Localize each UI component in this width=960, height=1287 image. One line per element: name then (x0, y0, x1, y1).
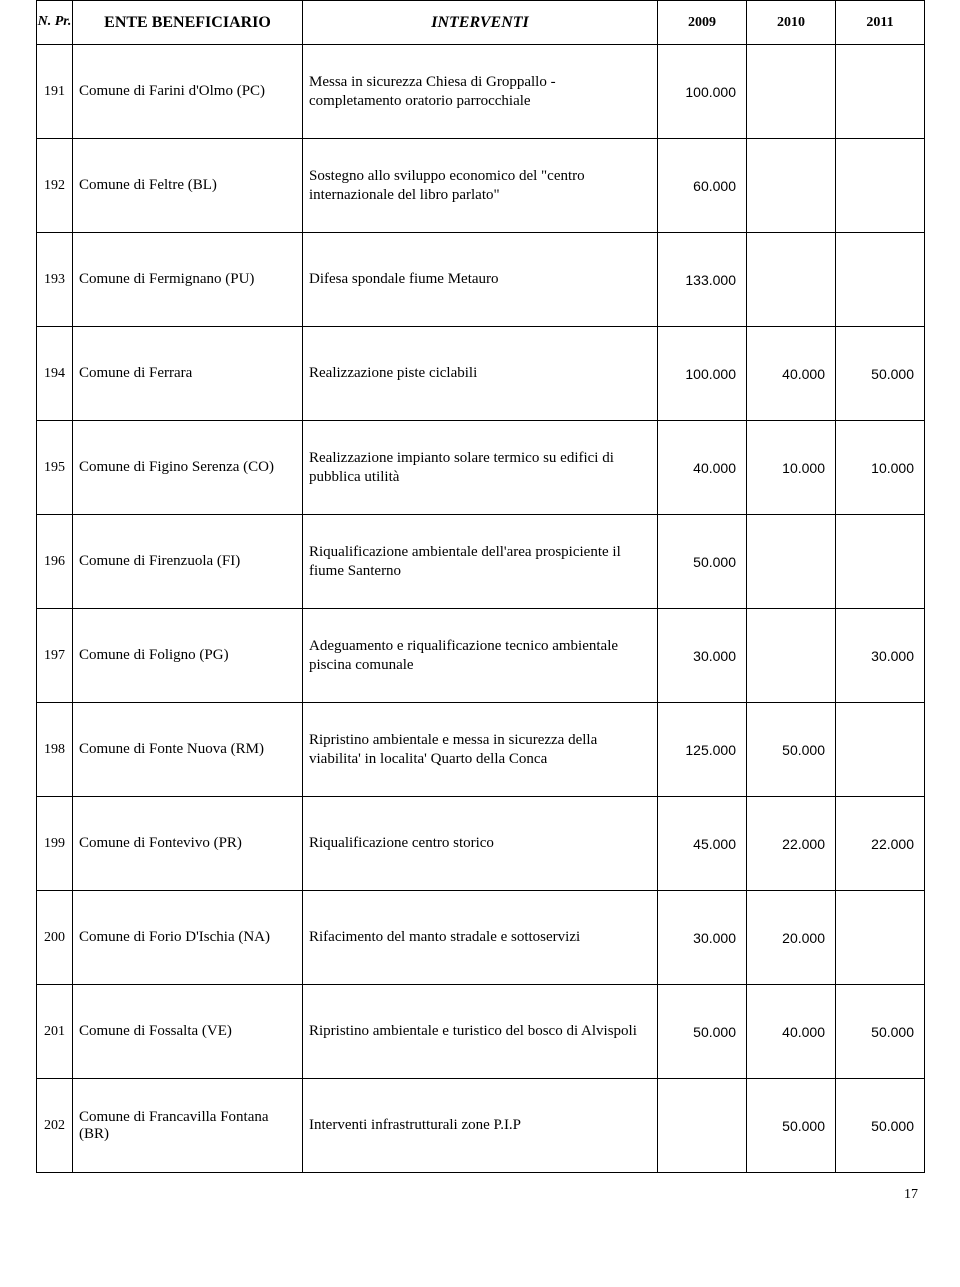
cell-2011 (836, 891, 925, 985)
table-row: 202 Comune di Francavilla Fontana (BR) I… (37, 1079, 925, 1173)
table-row: 191 Comune di Farini d'Olmo (PC) Messa i… (37, 45, 925, 139)
cell-2009: 30.000 (658, 609, 747, 703)
cell-ente: Comune di Fermignano (PU) (73, 233, 303, 327)
cell-2011 (836, 703, 925, 797)
table-row: 198 Comune di Fonte Nuova (RM) Ripristin… (37, 703, 925, 797)
cell-2009: 60.000 (658, 139, 747, 233)
cell-int: Realizzazione impianto solare termico su… (303, 421, 658, 515)
table-row: 194 Comune di Ferrara Realizzazione pist… (37, 327, 925, 421)
table-row: 197 Comune di Foligno (PG) Adeguamento e… (37, 609, 925, 703)
cell-2009: 50.000 (658, 985, 747, 1079)
cell-ente: Comune di Feltre (BL) (73, 139, 303, 233)
cell-n: 200 (37, 891, 73, 985)
cell-2010: 40.000 (747, 327, 836, 421)
cell-n: 194 (37, 327, 73, 421)
cell-n: 191 (37, 45, 73, 139)
cell-2009: 125.000 (658, 703, 747, 797)
cell-2009: 100.000 (658, 327, 747, 421)
header-2011: 2011 (836, 1, 925, 45)
cell-n: 195 (37, 421, 73, 515)
cell-n: 198 (37, 703, 73, 797)
cell-n: 202 (37, 1079, 73, 1173)
cell-2009: 30.000 (658, 891, 747, 985)
table-row: 200 Comune di Forio D'Ischia (NA) Rifaci… (37, 891, 925, 985)
cell-2010: 50.000 (747, 703, 836, 797)
table-row: 199 Comune di Fontevivo (PR) Riqualifica… (37, 797, 925, 891)
beneficiary-table: N. Pr. ENTE BENEFICIARIO INTERVENTI 2009… (36, 0, 925, 1173)
cell-ente: Comune di Figino Serenza (CO) (73, 421, 303, 515)
cell-ente: Comune di Foligno (PG) (73, 609, 303, 703)
cell-n: 201 (37, 985, 73, 1079)
table-row: 193 Comune di Fermignano (PU) Difesa spo… (37, 233, 925, 327)
page: N. Pr. ENTE BENEFICIARIO INTERVENTI 2009… (0, 0, 960, 1231)
header-ente: ENTE BENEFICIARIO (73, 1, 303, 45)
cell-ente: Comune di Farini d'Olmo (PC) (73, 45, 303, 139)
header-2009: 2009 (658, 1, 747, 45)
cell-int: Interventi infrastrutturali zone P.I.P (303, 1079, 658, 1173)
cell-int: Adeguamento e riqualificazione tecnico a… (303, 609, 658, 703)
cell-2009: 133.000 (658, 233, 747, 327)
cell-2009: 45.000 (658, 797, 747, 891)
cell-n: 199 (37, 797, 73, 891)
cell-2009: 40.000 (658, 421, 747, 515)
cell-int: Ripristino ambientale e turistico del bo… (303, 985, 658, 1079)
cell-2010: 22.000 (747, 797, 836, 891)
cell-2011 (836, 515, 925, 609)
cell-int: Difesa spondale fiume Metauro (303, 233, 658, 327)
cell-2010: 20.000 (747, 891, 836, 985)
cell-2010 (747, 233, 836, 327)
cell-ente: Comune di Ferrara (73, 327, 303, 421)
cell-n: 197 (37, 609, 73, 703)
cell-2010: 10.000 (747, 421, 836, 515)
cell-int: Riqualificazione centro storico (303, 797, 658, 891)
cell-int: Ripristino ambientale e messa in sicurez… (303, 703, 658, 797)
cell-2011 (836, 45, 925, 139)
cell-ente: Comune di Forio D'Ischia (NA) (73, 891, 303, 985)
cell-2011: 50.000 (836, 985, 925, 1079)
cell-2009 (658, 1079, 747, 1173)
cell-int: Riqualificazione ambientale dell'area pr… (303, 515, 658, 609)
cell-2010: 50.000 (747, 1079, 836, 1173)
page-number: 17 (36, 1173, 924, 1203)
cell-2011 (836, 233, 925, 327)
cell-2010 (747, 45, 836, 139)
cell-ente: Comune di Fonte Nuova (RM) (73, 703, 303, 797)
cell-ente: Comune di Francavilla Fontana (BR) (73, 1079, 303, 1173)
header-n-pr: N. Pr. (37, 1, 73, 45)
cell-2011: 30.000 (836, 609, 925, 703)
cell-2010 (747, 609, 836, 703)
cell-ente: Comune di Fossalta (VE) (73, 985, 303, 1079)
cell-int: Realizzazione piste ciclabili (303, 327, 658, 421)
cell-2009: 50.000 (658, 515, 747, 609)
cell-2010 (747, 139, 836, 233)
cell-2010: 40.000 (747, 985, 836, 1079)
table-header-row: N. Pr. ENTE BENEFICIARIO INTERVENTI 2009… (37, 1, 925, 45)
cell-n: 192 (37, 139, 73, 233)
header-interventi: INTERVENTI (303, 1, 658, 45)
cell-ente: Comune di Fontevivo (PR) (73, 797, 303, 891)
cell-n: 193 (37, 233, 73, 327)
table-row: 195 Comune di Figino Serenza (CO) Realiz… (37, 421, 925, 515)
cell-2011: 50.000 (836, 327, 925, 421)
cell-2011: 22.000 (836, 797, 925, 891)
cell-2009: 100.000 (658, 45, 747, 139)
cell-int: Sostegno allo sviluppo economico del "ce… (303, 139, 658, 233)
cell-n: 196 (37, 515, 73, 609)
cell-2010 (747, 515, 836, 609)
cell-int: Messa in sicurezza Chiesa di Groppallo -… (303, 45, 658, 139)
table-row: 192 Comune di Feltre (BL) Sostegno allo … (37, 139, 925, 233)
cell-2011 (836, 139, 925, 233)
cell-ente: Comune di Firenzuola (FI) (73, 515, 303, 609)
cell-int: Rifacimento del manto stradale e sottose… (303, 891, 658, 985)
cell-2011: 50.000 (836, 1079, 925, 1173)
header-2010: 2010 (747, 1, 836, 45)
table-row: 196 Comune di Firenzuola (FI) Riqualific… (37, 515, 925, 609)
cell-2011: 10.000 (836, 421, 925, 515)
table-row: 201 Comune di Fossalta (VE) Ripristino a… (37, 985, 925, 1079)
